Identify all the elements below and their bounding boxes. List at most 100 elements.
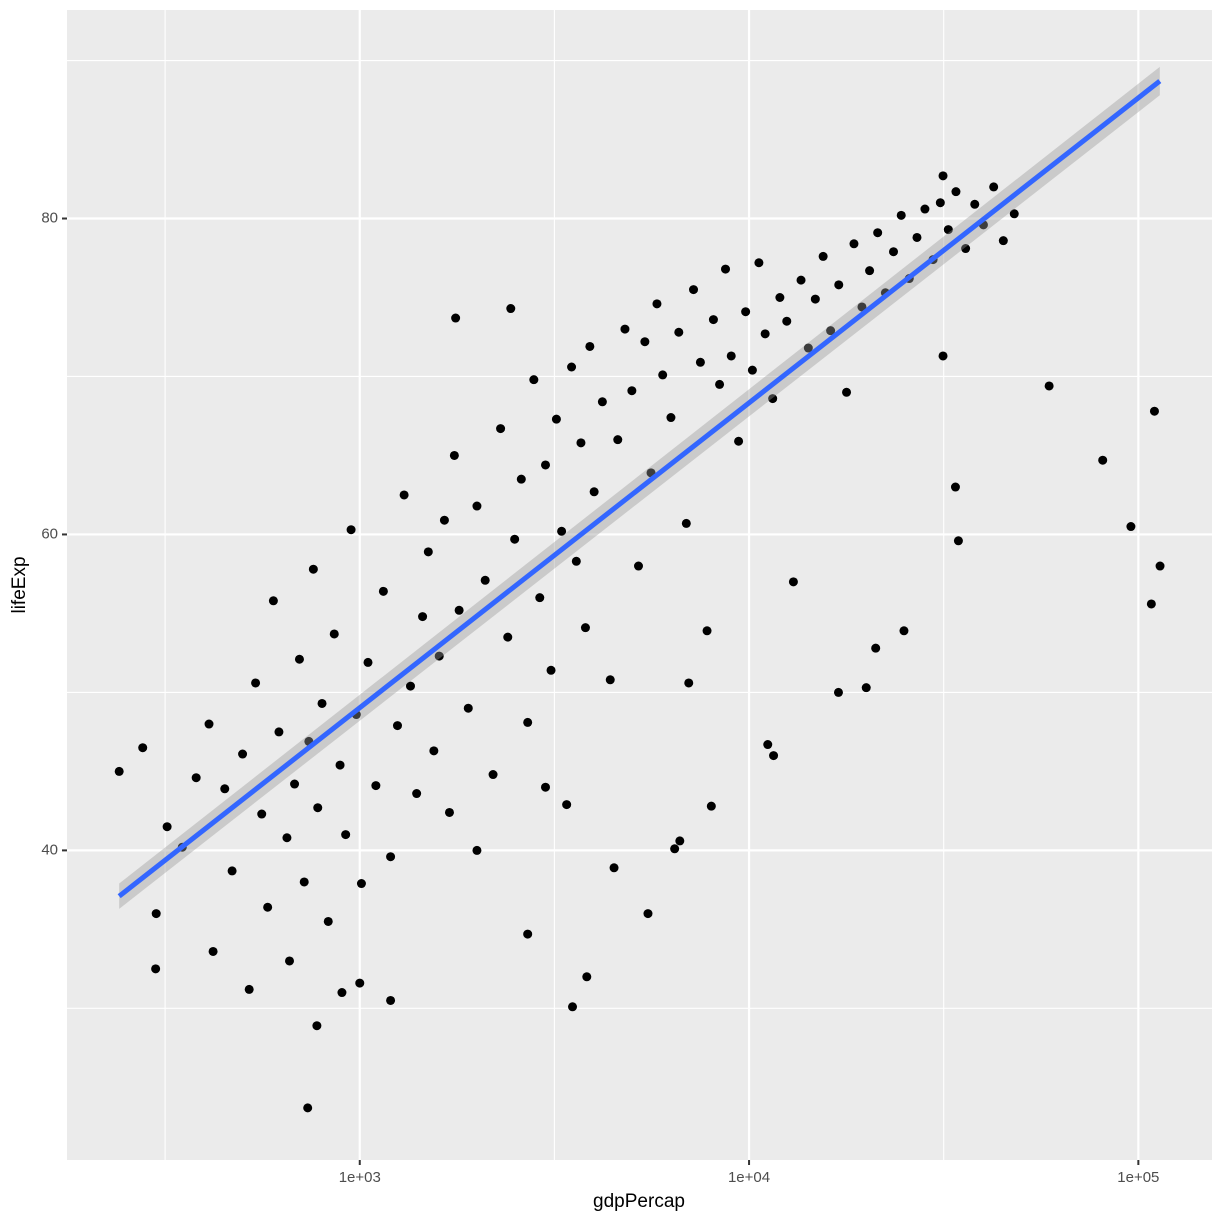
- point: [652, 299, 662, 309]
- point: [834, 280, 844, 290]
- point: [562, 800, 572, 810]
- point: [371, 781, 381, 791]
- point: [335, 760, 345, 770]
- point: [726, 351, 736, 361]
- point: [337, 988, 347, 998]
- point: [826, 326, 836, 336]
- point: [576, 438, 586, 448]
- point: [355, 978, 365, 988]
- point: [317, 698, 327, 708]
- point: [760, 329, 770, 339]
- x-tick-label: 1e+03: [339, 1169, 381, 1186]
- point: [627, 386, 637, 396]
- point: [312, 1021, 322, 1031]
- point: [268, 596, 278, 606]
- point: [715, 379, 725, 389]
- point: [439, 515, 449, 525]
- point: [871, 643, 881, 653]
- point: [346, 525, 356, 535]
- point: [546, 665, 556, 675]
- panel: [67, 10, 1212, 1160]
- point: [670, 844, 680, 854]
- point: [263, 902, 273, 912]
- point: [953, 536, 963, 546]
- point: [643, 909, 653, 919]
- point: [378, 586, 388, 596]
- point: [290, 779, 300, 789]
- point: [557, 526, 567, 536]
- point: [681, 518, 691, 528]
- point: [523, 929, 533, 939]
- point: [208, 946, 218, 956]
- point: [488, 770, 498, 780]
- point: [191, 773, 201, 783]
- point: [796, 275, 806, 285]
- point: [480, 575, 490, 585]
- point: [363, 657, 373, 667]
- point: [896, 210, 906, 220]
- point: [970, 199, 980, 209]
- point: [889, 247, 899, 257]
- point: [943, 225, 953, 235]
- point: [496, 424, 506, 434]
- point: [747, 365, 757, 375]
- point: [405, 681, 415, 691]
- point: [674, 327, 684, 337]
- point: [244, 984, 254, 994]
- point: [1126, 522, 1136, 532]
- point: [535, 593, 545, 603]
- point: [503, 632, 513, 642]
- point: [429, 746, 439, 756]
- point: [935, 198, 945, 208]
- point: [386, 852, 396, 862]
- point: [303, 1103, 313, 1113]
- point: [1044, 381, 1054, 391]
- point: [341, 830, 351, 840]
- point: [702, 626, 712, 636]
- point: [1009, 209, 1019, 219]
- point: [540, 782, 550, 792]
- point: [274, 727, 284, 737]
- point: [912, 232, 922, 242]
- point: [842, 387, 852, 397]
- point: [1146, 599, 1156, 609]
- point: [613, 435, 623, 445]
- y-tick-label: 40: [41, 841, 58, 858]
- point: [788, 577, 798, 587]
- point: [1098, 455, 1108, 465]
- point: [658, 370, 668, 380]
- point: [865, 266, 875, 276]
- y-tick-label: 60: [41, 525, 58, 542]
- point: [763, 740, 773, 750]
- point: [399, 490, 409, 500]
- point: [849, 239, 859, 249]
- point: [899, 626, 909, 636]
- point: [810, 294, 820, 304]
- point: [299, 877, 309, 887]
- point: [434, 651, 444, 661]
- point: [782, 316, 792, 326]
- point: [873, 228, 883, 238]
- y-axis-title: lifeExp: [9, 556, 30, 613]
- point: [734, 436, 744, 446]
- point: [640, 337, 650, 347]
- point: [666, 413, 676, 423]
- point: [684, 678, 694, 688]
- point: [609, 863, 619, 873]
- point: [597, 397, 607, 407]
- point: [695, 357, 705, 367]
- point: [138, 743, 148, 753]
- point: [506, 304, 516, 314]
- point: [989, 182, 999, 192]
- point: [251, 678, 261, 688]
- x-tick-label: 1e+05: [1117, 1169, 1159, 1186]
- point: [510, 534, 520, 544]
- point: [582, 972, 592, 982]
- point: [418, 612, 428, 622]
- point: [356, 879, 366, 889]
- point: [754, 258, 764, 268]
- y-tick-label: 80: [41, 209, 58, 226]
- point: [523, 717, 533, 727]
- point: [454, 605, 464, 615]
- point: [472, 501, 482, 511]
